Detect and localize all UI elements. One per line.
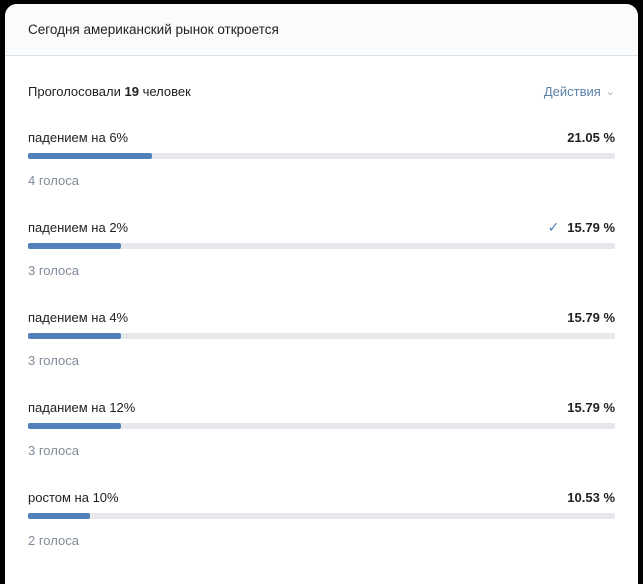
progress-bar-track (28, 423, 615, 429)
option-label: падением на 6% (28, 129, 129, 145)
voted-suffix: человек (142, 83, 191, 99)
actions-label: Действия (543, 83, 601, 99)
progress-bar-track (28, 513, 615, 519)
actions-dropdown[interactable]: Действия ⌄ (544, 84, 615, 99)
voted-summary: Проголосовали 19 человек (28, 84, 191, 99)
progress-bar-fill (28, 513, 90, 519)
option-percent: 15.79 % (567, 309, 615, 325)
option-result: ✓ 15.79 % (548, 220, 615, 235)
check-icon: ✓ (547, 219, 560, 235)
progress-bar-fill (28, 423, 121, 429)
option-label: падением на 4% (28, 309, 129, 325)
option-label: паданием на 12% (28, 399, 136, 415)
option-result: ✓21.05 % (567, 130, 615, 145)
poll-header: Сегодня американский рынок откроется (5, 4, 638, 56)
poll-option-row[interactable]: падением на 6% ✓21.05 % 4 голоса (28, 128, 615, 191)
option-votes: 2 голоса (28, 533, 79, 548)
progress-bar-fill (28, 333, 121, 339)
option-result: ✓15.79 % (567, 400, 615, 415)
poll-title: Сегодня американский рынок откроется (28, 22, 279, 37)
voted-row: Проголосовали 19 человек Действия ⌄ (28, 82, 615, 100)
option-votes: 3 голоса (28, 443, 79, 458)
option-label: падением на 2% (28, 219, 129, 235)
option-votes: 3 голоса (28, 353, 79, 368)
poll-option-row[interactable]: паданием на 12% ✓15.79 % 3 голоса (28, 398, 615, 461)
progress-bar-track (28, 243, 615, 249)
poll-card: Сегодня американский рынок откроется Про… (5, 4, 638, 584)
voted-count: 19 (124, 83, 139, 99)
option-top: падением на 4% ✓15.79 % (28, 308, 615, 326)
option-percent: 15.79 % (567, 399, 615, 415)
voted-prefix: Проголосовали (28, 83, 121, 99)
option-label: ростом на 10% (28, 489, 119, 505)
option-result: ✓10.53 % (567, 490, 615, 505)
option-top: ростом на 10% ✓10.53 % (28, 488, 615, 506)
chevron-down-icon: ⌄ (605, 85, 615, 98)
poll-body: Проголосовали 19 человек Действия ⌄ паде… (5, 56, 638, 551)
option-top: падением на 2% ✓ 15.79 % (28, 218, 615, 236)
option-percent: 15.79 % (567, 219, 615, 235)
option-percent: 21.05 % (567, 129, 615, 145)
option-top: паданием на 12% ✓15.79 % (28, 398, 615, 416)
progress-bar-track (28, 333, 615, 339)
progress-bar-fill (28, 243, 121, 249)
option-votes: 4 голоса (28, 173, 79, 188)
option-votes: 3 голоса (28, 263, 79, 278)
poll-option-row[interactable]: падением на 4% ✓15.79 % 3 голоса (28, 308, 615, 371)
poll-option-row[interactable]: падением на 2% ✓ 15.79 % 3 голоса (28, 218, 615, 281)
option-percent: 10.53 % (567, 489, 615, 505)
option-top: падением на 6% ✓21.05 % (28, 128, 615, 146)
option-result: ✓15.79 % (567, 310, 615, 325)
progress-bar-fill (28, 153, 152, 159)
poll-option-row[interactable]: ростом на 10% ✓10.53 % 2 голоса (28, 488, 615, 551)
progress-bar-track (28, 153, 615, 159)
